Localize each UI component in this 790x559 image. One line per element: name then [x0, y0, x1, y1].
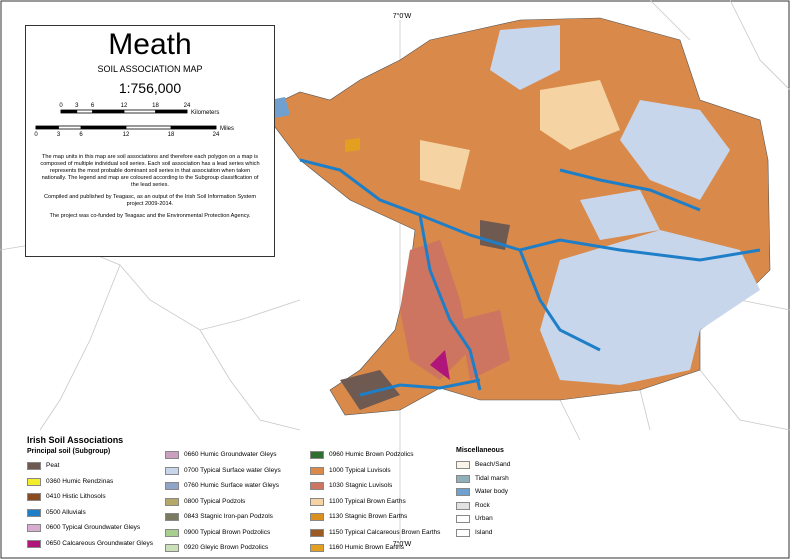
legend-swatch: [27, 539, 41, 548]
legend-swatch: [456, 488, 470, 496]
info-paragraph: Compiled and published by Teagasc, as an…: [44, 194, 256, 207]
legend-swatch: [310, 513, 324, 521]
legend-swatch: [165, 482, 179, 490]
scale-label: 24: [213, 132, 220, 138]
map-title: Meath: [108, 28, 192, 61]
scale-label: 3: [57, 132, 61, 138]
scale-label: 18: [168, 132, 175, 138]
legend-swatch: [165, 451, 179, 459]
rivers: [299, 158, 761, 397]
scale-segment: [61, 110, 77, 113]
scale-label: 0: [59, 103, 63, 109]
scale-segment: [171, 126, 216, 129]
scale-label: 12: [121, 103, 128, 109]
scale-label: 12: [123, 132, 130, 138]
legend-label: Island: [475, 528, 493, 536]
legend-swatch: [456, 528, 470, 537]
legend-swatch: [310, 544, 324, 552]
legend-swatch: [165, 528, 179, 537]
legend-swatch: [27, 462, 41, 470]
scale-label: 0: [34, 132, 38, 138]
scale-label: 6: [91, 103, 95, 109]
legend-label: 0920 Gleyic Brown Podzolics: [184, 544, 269, 551]
legend-label: Rock: [475, 501, 490, 509]
info-paragraph: The project was co-funded by Teagasc and…: [49, 213, 251, 219]
legend-swatch: [310, 451, 324, 459]
legend-label: Peat: [46, 462, 60, 469]
legend-swatch: [310, 482, 324, 490]
scale-segment: [155, 110, 187, 113]
scale-segment: [36, 126, 59, 129]
legend-label: Beach/Sand: [475, 461, 511, 468]
legend-label: 0660 Humic Groundwater Gleys: [184, 451, 277, 458]
legend-label: Urban: [475, 515, 493, 522]
legend-label: 1130 Stagnic Brown Earths: [329, 513, 408, 520]
map-subtitle: SOIL ASSOCIATION MAP: [97, 64, 203, 74]
legend-label: 0410 Histic Lithosols: [46, 493, 106, 500]
soil-patches: [270, 25, 760, 410]
legend-label: 0700 Typical Surface water Gleys: [184, 466, 281, 474]
legend-swatch: [310, 528, 324, 537]
scale-unit: Kilometers: [191, 110, 219, 116]
legend-swatch: [456, 501, 470, 510]
legend-swatch: [165, 544, 179, 552]
legend-label: 0600 Typical Groundwater Gleys: [46, 524, 141, 531]
legend-label: 0843 Stagnic Iron-pan Podzols: [184, 513, 273, 520]
legend-label: 1000 Typical Luvisols: [329, 466, 391, 474]
scale-label: 18: [152, 103, 159, 109]
map-scale: 1:756,000: [118, 80, 182, 96]
legend-swatch: [27, 493, 41, 501]
legend-label: Water body: [475, 488, 508, 495]
legend-label: 0360 Humic Rendzinas: [46, 477, 114, 485]
legend-label: 0760 Humic Surface water Gleys: [184, 482, 280, 489]
info-paragraph: The map units in this map are soil assoc…: [40, 154, 260, 188]
legend-misc-title: Miscellaneous: [456, 447, 504, 454]
legend-label: 0900 Typical Brown Podzolics: [184, 528, 271, 536]
legend-swatch: [165, 497, 179, 506]
legend-swatch: [310, 497, 324, 506]
info-box: Meath SOIL ASSOCIATION MAP 1:756,000 0 3 6…: [25, 25, 275, 257]
legend-swatch: [165, 513, 179, 521]
scale-segment: [81, 126, 126, 129]
legend-swatch: [27, 477, 41, 486]
legend-label: 0500 Alluvials: [46, 508, 86, 516]
scale-unit: Miles: [220, 126, 234, 132]
legend-swatch: [165, 466, 179, 475]
legend-swatch: [456, 474, 470, 483]
graticule-label: 7°0'W: [393, 540, 412, 548]
legend-subtitle: Principal soil (Subgroup): [27, 448, 111, 455]
legend-label: 1150 Typical Calcareous Brown Earths: [329, 528, 441, 536]
graticule-label: 7°0'W: [393, 12, 412, 20]
legend-label: 0960 Humic Brown Podzolics: [329, 451, 414, 458]
scale-label: 24: [184, 103, 191, 109]
legend-swatch: [27, 508, 41, 517]
legend-label: 1030 Stagnic Luvisols: [329, 482, 393, 489]
scale-segment: [92, 110, 124, 113]
scale-label: 3: [75, 103, 79, 109]
legend-title: Irish Soil Associations: [27, 435, 124, 445]
legend-label: 0650 Calcareous Groundwater Gleys: [46, 539, 153, 547]
legend-label: 1160 Humic Brown Earths: [329, 544, 405, 551]
legend-swatch: [310, 466, 324, 475]
legend-swatch: [27, 524, 41, 532]
legend-swatch: [456, 461, 470, 469]
legend-label: 1100 Typical Brown Earths: [329, 497, 406, 505]
scale-label: 6: [79, 132, 83, 138]
legend-label: 0800 Typical Podzols: [184, 497, 246, 505]
legend-label: Tidal marsh: [475, 474, 509, 482]
legend-swatch: [456, 515, 470, 523]
